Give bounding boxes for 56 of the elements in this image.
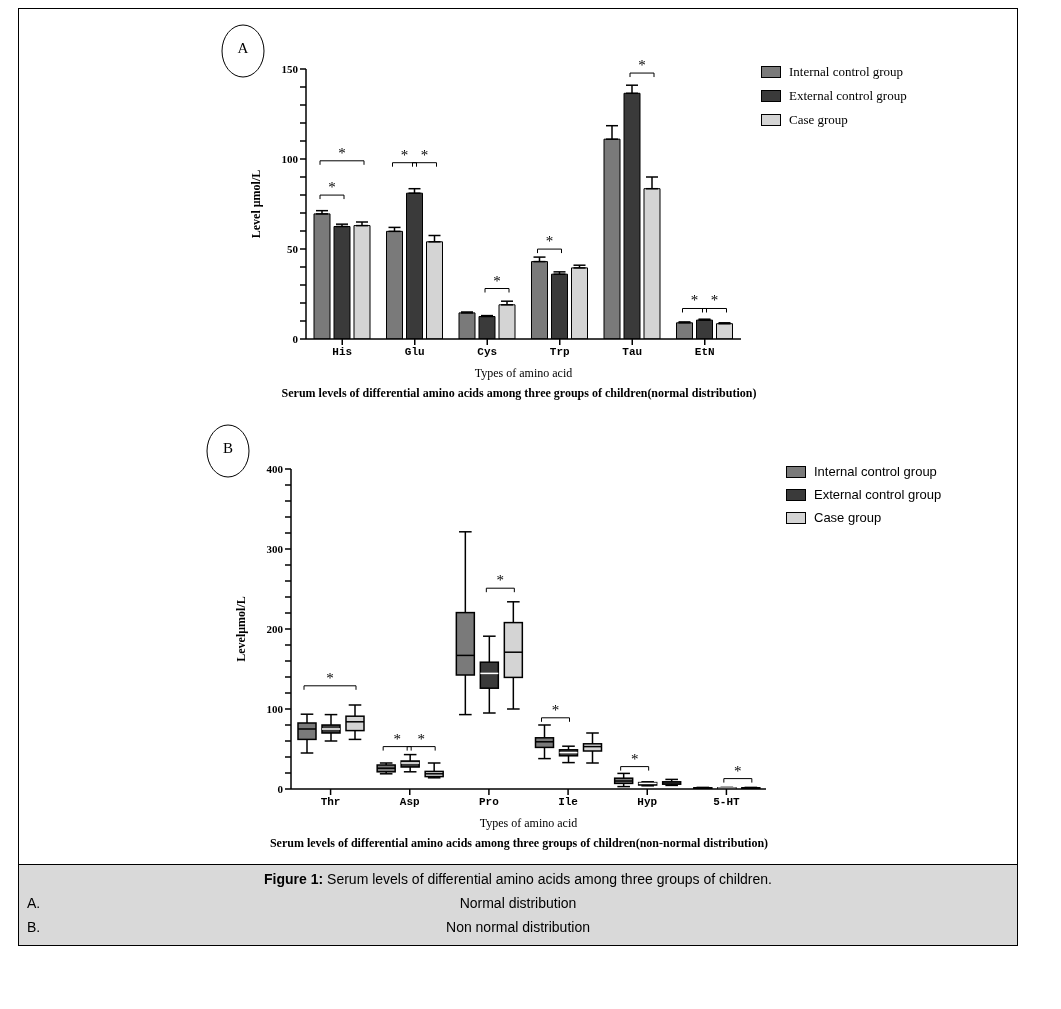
x-axis-title: Types of amino acid	[473, 366, 574, 381]
y-tick-label: 100	[266, 702, 284, 715]
legend-label: Internal control group	[789, 64, 904, 80]
x-tick-label: 5-HT	[713, 795, 741, 808]
x-tick-label: His	[332, 345, 353, 358]
annotation: *	[328, 179, 336, 196]
caption: Figure 1: Serum levels of differential amino acids among three groups of children.	[263, 871, 773, 887]
legend-label: Internal control group	[814, 464, 937, 479]
text: B	[222, 440, 234, 457]
annotation: *	[496, 572, 505, 589]
y-tick-label: 0	[292, 332, 299, 345]
y-axis-title: Level μmol/L	[249, 169, 264, 239]
text: A.	[27, 895, 41, 911]
legend-label: Case group	[814, 510, 882, 525]
legend-label: Case group	[789, 112, 848, 128]
annotation: *	[338, 144, 346, 161]
y-tick-label: 50	[287, 242, 299, 255]
x-tick-label: Pro	[479, 795, 500, 808]
y-tick-label: 400	[266, 462, 284, 475]
x-tick-label: Hyp	[637, 795, 658, 808]
annotation: *	[400, 146, 409, 163]
y-tick-label: 200	[266, 622, 284, 635]
y-tick-label: 300	[266, 542, 284, 555]
legend-label: External control group	[814, 487, 942, 502]
text: Normal distribution	[459, 895, 577, 911]
legend-label: External control group	[789, 88, 907, 104]
annotation: *	[417, 730, 425, 747]
text: A	[236, 40, 250, 57]
text: Serum levels of differential amino acids among three groups of children(non-normal distribution)	[268, 836, 770, 851]
x-tick-label: Tau	[622, 345, 643, 358]
x-tick-label: Thr	[320, 795, 341, 808]
y-tick-label: 100	[281, 152, 299, 165]
annotation: *	[551, 701, 560, 718]
x-tick-label: Cys	[477, 345, 498, 358]
text: B.	[27, 919, 41, 935]
x-tick-label: Trp	[549, 345, 571, 358]
y-tick-label: 0	[277, 782, 284, 795]
annotation: *	[710, 292, 719, 309]
annotation: *	[393, 730, 401, 747]
annotation: *	[420, 146, 429, 163]
annotation: *	[493, 272, 501, 289]
y-tick-label: 150	[281, 62, 299, 75]
annotation: *	[326, 669, 334, 686]
x-axis-title: Types of amino acid	[478, 816, 579, 831]
annotation: *	[638, 57, 646, 74]
annotation: *	[734, 762, 742, 779]
text: Serum levels of differential amino acids among three groups of children(normal distribution)	[280, 386, 758, 401]
annotation: *	[630, 750, 639, 767]
x-tick-label: Glu	[404, 345, 425, 358]
text: Non normal distribution	[446, 919, 590, 935]
x-tick-label: Asp	[399, 795, 421, 808]
annotation: *	[690, 292, 699, 309]
y-axis-title: Levelμmol/L	[234, 596, 249, 662]
annotation: *	[545, 233, 554, 250]
x-tick-label: Ile	[558, 795, 579, 808]
x-tick-label: EtN	[694, 345, 715, 358]
